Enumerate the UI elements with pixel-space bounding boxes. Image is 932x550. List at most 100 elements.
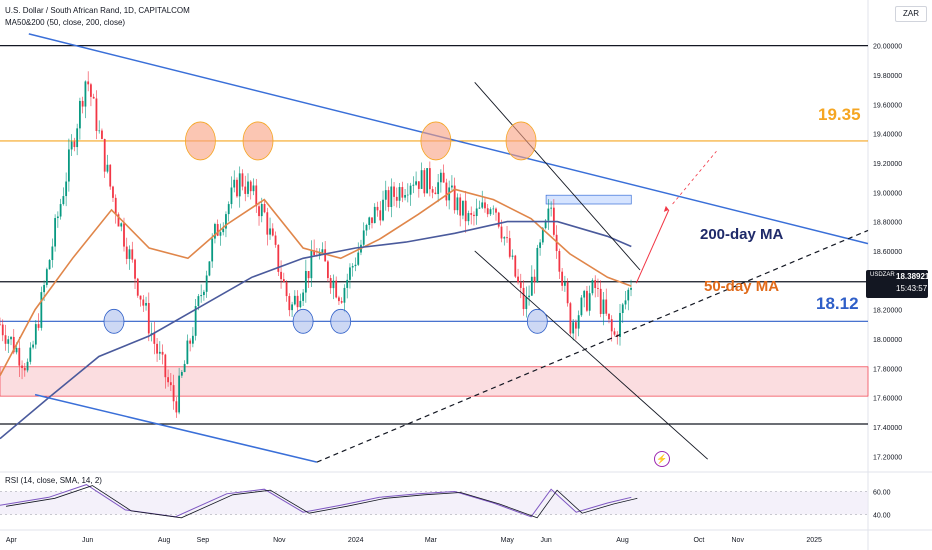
candle-body [12, 336, 15, 353]
ma200-line [0, 220, 632, 440]
candle-body [613, 331, 616, 335]
candle-body [54, 218, 57, 247]
candle-body [70, 141, 73, 150]
candle-body [98, 130, 101, 132]
candle-body [296, 295, 299, 308]
candle-body [473, 214, 475, 217]
candle-body [437, 182, 440, 195]
y-tick-label: 19.00000 [873, 190, 902, 197]
candle-body [128, 249, 131, 259]
resistance-touch-marker [242, 121, 274, 161]
candle-body [439, 172, 442, 183]
candle-body [599, 288, 602, 314]
candle-body [258, 206, 260, 217]
currency-badge[interactable]: ZAR [895, 6, 927, 22]
channel-lower-line [474, 250, 708, 460]
support-touch-marker [292, 308, 314, 334]
x-tick-label: Nov [732, 537, 745, 544]
candle-body [423, 170, 426, 194]
candle-body [563, 282, 566, 286]
candle-body [511, 255, 514, 257]
candle-body [37, 324, 40, 328]
candle-body [401, 187, 404, 198]
candle-body [236, 179, 238, 197]
candle-body [260, 203, 263, 217]
candle-body [21, 365, 23, 368]
candle-body [186, 340, 189, 364]
symbol-title: U.S. Dollar / South African Rand, 1D, CA… [5, 6, 190, 15]
candle-body [90, 84, 92, 97]
candle-body [528, 295, 530, 298]
resistance-touch-marker [505, 121, 537, 161]
candle-body [211, 238, 214, 262]
zone-0 [0, 366, 869, 397]
candle-body [227, 204, 230, 215]
support-label: 18.12 [816, 294, 859, 313]
candle-body [547, 208, 550, 221]
candle-body [65, 181, 68, 197]
candle-body [434, 192, 437, 195]
candle-body [169, 382, 172, 386]
y-tick-label: 18.80000 [873, 220, 902, 227]
candle-body [180, 371, 183, 376]
y-tick-label: 18.20000 [873, 308, 902, 315]
candle-body [156, 343, 158, 354]
candle-body [200, 295, 203, 297]
y-tick-label: 17.80000 [873, 366, 902, 373]
candle-body [233, 179, 236, 188]
candle-body [475, 208, 478, 217]
candle-body [56, 216, 59, 219]
candle-body [263, 203, 266, 213]
candle-body [178, 375, 181, 413]
candle-body [249, 181, 252, 192]
candle-body [321, 249, 324, 253]
projection-arrow-head [663, 205, 669, 212]
candle-body [495, 208, 497, 213]
candle-body [274, 235, 277, 245]
candle-body [550, 207, 553, 209]
candle-body [470, 213, 473, 215]
candle-body [106, 164, 109, 172]
candle-body [602, 299, 605, 314]
candle-body [412, 184, 415, 186]
candle-body [445, 182, 448, 201]
candle-body [382, 199, 384, 221]
ma50-label: 50-day MA [704, 278, 780, 295]
candle-body [112, 186, 114, 198]
candle-body [230, 187, 233, 205]
candle-body [566, 282, 569, 304]
candle-body [332, 280, 335, 289]
candle-body [608, 313, 610, 320]
lightning-icon[interactable]: ⚡ [654, 451, 670, 467]
candle-body [519, 282, 522, 288]
y-tick-label: 17.60000 [873, 396, 902, 403]
candle-body [426, 168, 429, 194]
x-tick-label: Aug [158, 537, 171, 544]
candle-body [302, 292, 305, 301]
candle-body [572, 322, 575, 334]
candle-body [101, 130, 103, 139]
candle-body [280, 271, 282, 280]
projection-arrow [635, 209, 670, 284]
candle-body [417, 181, 420, 189]
candle-body [147, 302, 150, 334]
x-tick-label: Nov [273, 537, 286, 544]
candle-body [492, 208, 495, 210]
candle-body [103, 138, 106, 172]
candle-body [203, 291, 205, 296]
candle-body [0, 324, 1, 325]
candle-body [335, 280, 338, 298]
y-tick-label: 19.60000 [873, 102, 902, 109]
candle-body [569, 303, 572, 334]
candle-body [136, 278, 139, 296]
price-tag-symbol: USDZAR [870, 272, 895, 278]
candle-body [362, 230, 365, 245]
y-tick-label: 17.40000 [873, 425, 902, 432]
candle-body [307, 271, 310, 279]
x-tick-label: Jun [540, 537, 551, 544]
candle-body [32, 344, 34, 348]
candle-body [40, 292, 43, 328]
ma200-label: 200-day MA [700, 226, 784, 243]
candle-body [288, 296, 291, 311]
